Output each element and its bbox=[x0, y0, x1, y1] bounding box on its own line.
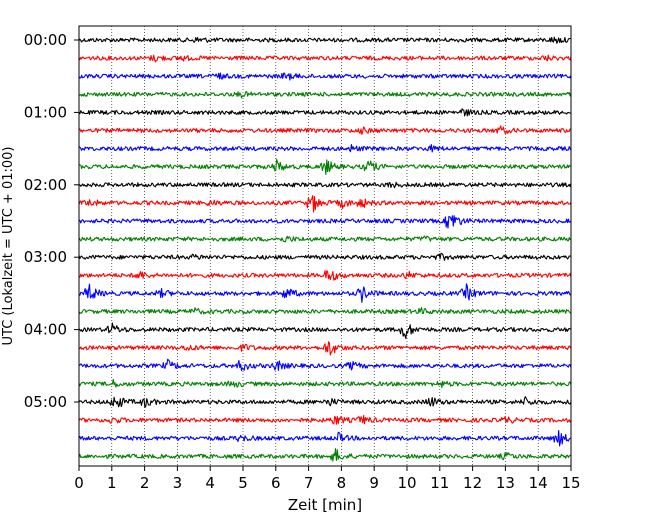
trace-0000 bbox=[78, 36, 572, 44]
trace-0230 bbox=[79, 215, 572, 229]
x-tick-label: 14 bbox=[529, 474, 548, 492]
y-axis-label: UTC (Lokalzeit = UTC + 01:00) bbox=[1, 147, 16, 346]
trace-0130 bbox=[79, 143, 572, 153]
trace-0445 bbox=[78, 378, 572, 389]
x-tick-label: 9 bbox=[369, 474, 379, 492]
y-tick-label: 02:00 bbox=[24, 176, 67, 194]
trace-0330 bbox=[78, 283, 572, 303]
trace-0100 bbox=[78, 108, 572, 117]
y-tick-label: 01:00 bbox=[24, 103, 67, 121]
trace-0245 bbox=[78, 235, 572, 243]
x-tick-label: 2 bbox=[140, 474, 150, 492]
x-tick-label: 3 bbox=[173, 474, 183, 492]
trace-0030 bbox=[78, 72, 572, 81]
trace-0430 bbox=[78, 358, 572, 372]
seismic-traces bbox=[78, 36, 572, 462]
trace-0500 bbox=[78, 396, 572, 409]
x-tick-label: 7 bbox=[304, 474, 314, 492]
x-tick-label: 15 bbox=[561, 474, 580, 492]
x-tick-label: 12 bbox=[463, 474, 482, 492]
minute-grid bbox=[111, 26, 539, 466]
x-tick-label: 5 bbox=[238, 474, 248, 492]
trace-0115 bbox=[78, 125, 572, 136]
x-tick-label: 0 bbox=[74, 474, 84, 492]
y-tick-label: 04:00 bbox=[24, 321, 67, 339]
trace-0515 bbox=[78, 414, 572, 425]
y-axis: 00:00 01:00 02:00 03:00 04:00 05:00 bbox=[24, 31, 79, 411]
x-tick-label: 8 bbox=[337, 474, 347, 492]
trace-0315 bbox=[78, 270, 572, 281]
trace-0015 bbox=[78, 54, 572, 63]
trace-0530 bbox=[78, 429, 572, 447]
trace-0145 bbox=[78, 158, 572, 175]
trace-0400 bbox=[78, 322, 572, 340]
x-tick-label: 13 bbox=[496, 474, 515, 492]
trace-0545 bbox=[78, 448, 572, 462]
trace-0215 bbox=[78, 195, 572, 213]
x-tick-label: 10 bbox=[397, 474, 416, 492]
x-tick-label: 4 bbox=[205, 474, 215, 492]
x-axis-label: Zeit [min] bbox=[288, 496, 362, 514]
y-tick-label: 05:00 bbox=[24, 393, 67, 411]
trace-0200 bbox=[78, 181, 572, 189]
trace-0300 bbox=[78, 252, 571, 261]
trace-0345 bbox=[78, 307, 572, 315]
x-tick-label: 6 bbox=[271, 474, 281, 492]
trace-0415 bbox=[78, 341, 572, 356]
x-tick-label: 1 bbox=[107, 474, 117, 492]
y-tick-label: 03:00 bbox=[24, 248, 67, 266]
x-axis: 0 1 2 3 4 5 6 7 8 9 10 11 12 13 14 15 bbox=[74, 466, 581, 492]
y-tick-label: 00:00 bbox=[24, 31, 67, 49]
trace-0045 bbox=[78, 91, 572, 99]
plot-frame bbox=[78, 25, 572, 467]
x-tick-label: 11 bbox=[430, 474, 449, 492]
